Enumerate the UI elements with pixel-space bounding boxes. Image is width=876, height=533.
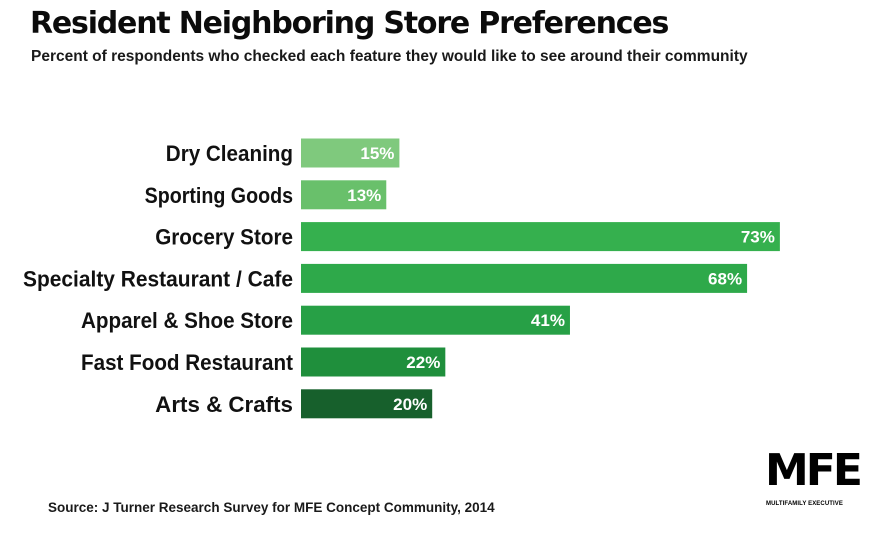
category-label-6: Arts & Crafts: [155, 392, 293, 417]
bar-2: [301, 222, 780, 252]
chart-title: Resident Neighboring Store Preferences: [30, 6, 669, 41]
bar-6: [301, 389, 433, 419]
logo-mark: MFE: [765, 445, 863, 496]
category-label-0: Dry Cleaning: [166, 141, 293, 166]
source-note: Source: J Turner Research Survey for MFE…: [48, 500, 495, 515]
chart-subtitle: Percent of respondents who checked each …: [31, 48, 748, 65]
bar-3: [301, 263, 748, 293]
data-label-5: 22%: [406, 353, 440, 372]
category-label-2: Grocery Store: [155, 225, 293, 250]
data-label-3: 68%: [708, 269, 742, 288]
data-label-0: 15%: [360, 144, 394, 163]
mfe-logo: MFE MULTIFAMILY EXECUTIVE: [765, 449, 863, 517]
data-label-4: 41%: [531, 311, 565, 330]
bar-5: [301, 347, 446, 377]
category-label-4: Apparel & Shoe Store: [81, 308, 293, 333]
category-label-5: Fast Food Restaurant: [81, 350, 294, 375]
data-label-6: 20%: [393, 395, 427, 414]
bar-4: [301, 305, 570, 335]
category-label-1: Sporting Goods: [145, 183, 293, 208]
data-label-2: 73%: [741, 228, 775, 247]
data-label-1: 13%: [347, 186, 381, 205]
bar-0: [301, 138, 400, 168]
bar-1: [301, 180, 387, 210]
logo-tagline: MULTIFAMILY EXECUTIVE: [766, 501, 843, 507]
category-label-3: Specialty Restaurant / Cafe: [23, 266, 293, 291]
